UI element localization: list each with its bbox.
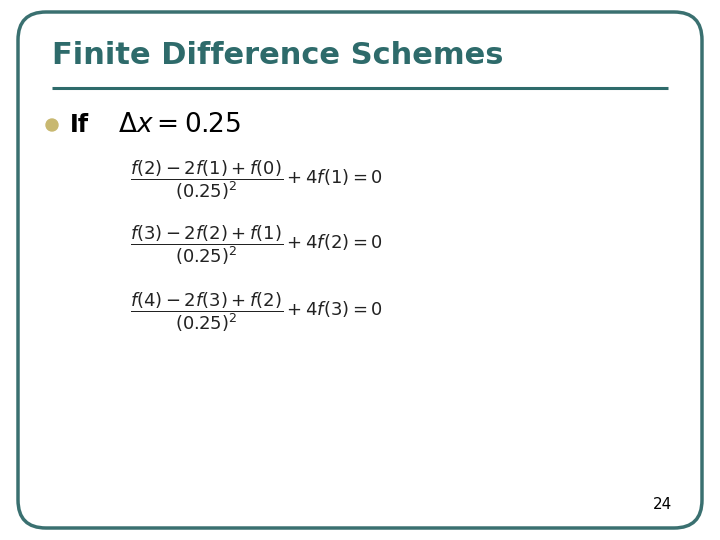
Text: $\dfrac{f(4) - 2f(3) + f(2)}{(0.25)^2} + 4f(3) = 0$: $\dfrac{f(4) - 2f(3) + f(2)}{(0.25)^2} +… <box>130 290 383 334</box>
Text: $\dfrac{f(3) - 2f(2) + f(1)}{(0.25)^2} + 4f(2) = 0$: $\dfrac{f(3) - 2f(2) + f(1)}{(0.25)^2} +… <box>130 223 383 267</box>
Text: If: If <box>70 113 89 137</box>
Text: 24: 24 <box>653 497 672 512</box>
Text: $\Delta x = 0.25$: $\Delta x = 0.25$ <box>118 112 241 138</box>
FancyBboxPatch shape <box>18 12 702 528</box>
Text: Finite Difference Schemes: Finite Difference Schemes <box>52 41 503 70</box>
Text: $\dfrac{f(2) - 2f(1) + f(0)}{(0.25)^2} + 4f(1) = 0$: $\dfrac{f(2) - 2f(1) + f(0)}{(0.25)^2} +… <box>130 158 383 202</box>
Circle shape <box>46 119 58 131</box>
